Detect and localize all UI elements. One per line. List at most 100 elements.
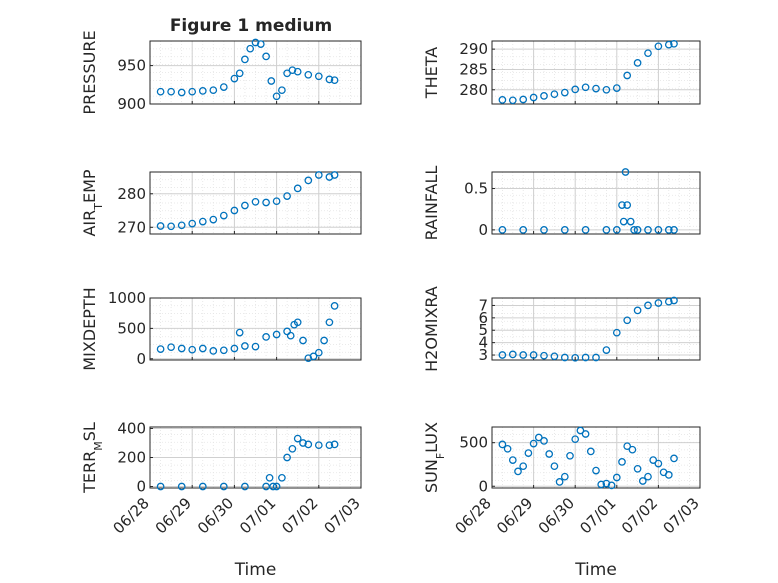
data-point <box>330 171 339 179</box>
y-tick-label: 400 <box>117 419 146 437</box>
data-point <box>592 353 600 362</box>
data-point <box>524 449 533 457</box>
y-axis-label: TERRMSL <box>80 422 105 494</box>
data-point <box>633 464 642 473</box>
data-point <box>188 219 197 228</box>
data-point <box>581 83 590 92</box>
x-tick-label: 06/28 <box>110 494 153 537</box>
data-point <box>581 226 590 234</box>
data-point <box>529 439 538 448</box>
figure-title: Figure 1 medium <box>170 16 332 36</box>
data-point <box>618 201 626 209</box>
y-tick-label: 270 <box>117 218 146 236</box>
data-point <box>235 328 244 337</box>
data-point <box>644 301 652 310</box>
data-point <box>219 482 228 491</box>
data-point <box>630 226 638 234</box>
data-point <box>330 302 339 310</box>
data-point <box>156 345 165 353</box>
data-point <box>628 445 637 454</box>
y-axis-label: SUNFLUX <box>422 422 447 493</box>
y-tick-label: 4 <box>478 334 488 352</box>
x-tick-label: 06/29 <box>493 494 536 537</box>
data-point <box>230 206 239 215</box>
data-point <box>508 96 517 105</box>
y-axis-label: MIXDEPTH <box>80 287 99 370</box>
y-tick-label: 950 <box>117 57 146 75</box>
y-axis-label: PRESSURE <box>80 30 99 114</box>
data-point <box>654 226 663 234</box>
data-point <box>304 70 313 79</box>
data-point <box>241 342 249 350</box>
data-point <box>560 88 569 97</box>
data-point <box>503 444 512 453</box>
data-point <box>618 458 626 466</box>
data-point <box>269 482 277 491</box>
data-point <box>644 472 652 481</box>
y-tick-label: 0 <box>136 350 146 368</box>
data-point <box>304 354 313 363</box>
x-tick-label: 06/28 <box>452 494 495 537</box>
x-tick-label: 06/30 <box>535 494 578 537</box>
data-point <box>278 86 286 95</box>
data-point <box>597 480 606 489</box>
data-point <box>654 299 663 307</box>
data-point <box>644 226 652 234</box>
data-point <box>602 85 611 94</box>
data-point <box>621 168 630 176</box>
y-tick-label: 0 <box>136 478 146 496</box>
data-point <box>602 226 611 234</box>
subplot-left-1: 900 950 PRESSURE <box>80 30 362 115</box>
x-tick-label: 07/03 <box>660 494 703 537</box>
data-point <box>498 440 507 449</box>
data-point <box>293 318 302 327</box>
data-point <box>670 39 678 48</box>
data-point <box>167 87 175 96</box>
data-point <box>325 75 334 84</box>
data-point <box>272 330 281 339</box>
x-axis-label: Time <box>574 560 617 580</box>
data-point <box>592 84 600 93</box>
data-point <box>256 40 265 48</box>
data-point <box>664 297 673 306</box>
data-point <box>293 184 302 193</box>
data-point <box>586 447 595 456</box>
data-point <box>623 442 632 451</box>
data-point <box>278 473 286 482</box>
data-point <box>314 348 323 357</box>
data-point <box>550 352 559 361</box>
y-tick-label: 280 <box>117 185 146 203</box>
data-point <box>288 444 297 453</box>
y-tick-label: 500 <box>117 319 146 337</box>
data-point <box>638 477 647 485</box>
data-point <box>262 333 270 341</box>
data-point <box>649 456 658 464</box>
data-point <box>571 85 580 94</box>
data-point <box>299 336 307 345</box>
data-point <box>654 459 663 468</box>
axes-box <box>149 40 362 105</box>
data-point <box>262 198 270 207</box>
data-point <box>219 346 228 355</box>
data-point <box>241 482 249 491</box>
data-point <box>293 434 302 443</box>
data-point <box>633 306 642 315</box>
y-tick-label: 0 <box>478 221 488 239</box>
y-axis-label: THETA <box>422 47 441 99</box>
data-point <box>529 93 538 102</box>
data-point <box>540 351 548 360</box>
data-point <box>540 226 548 234</box>
data-point <box>529 351 538 359</box>
axes-box <box>491 40 701 105</box>
y-axis-label: AIRTEMP <box>80 169 105 236</box>
y-tick-label: 0.5 <box>464 180 488 198</box>
data-point <box>188 87 197 96</box>
data-point <box>235 69 244 78</box>
x-tick-label: 06/29 <box>152 494 195 537</box>
data-point <box>626 217 635 226</box>
axes-box <box>491 171 701 235</box>
data-point <box>571 353 580 362</box>
x-tick-label: 06/30 <box>194 494 237 537</box>
data-point <box>508 350 517 359</box>
